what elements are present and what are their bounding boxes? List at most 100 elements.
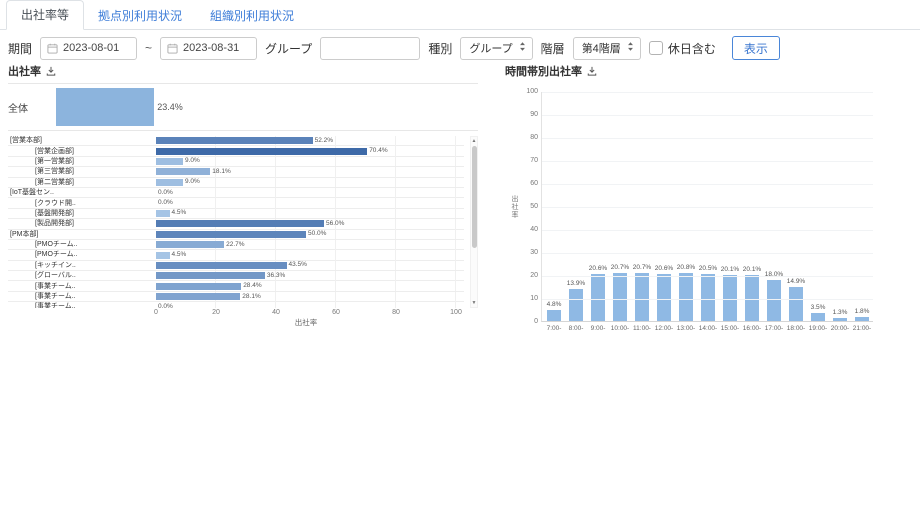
org-bar-value: 28.4%	[243, 282, 262, 290]
org-row-bar-area: 52.2%	[156, 136, 456, 146]
org-bar	[156, 147, 368, 155]
org-row-label: [事業チーム..	[35, 293, 76, 301]
holiday-checkbox[interactable]	[648, 41, 663, 55]
attendance-chart-header: 出社率	[8, 64, 478, 78]
date-to-input[interactable]: 2023-08-31	[160, 36, 258, 60]
org-bar-value: 0.0%	[158, 188, 173, 196]
overall-bar	[56, 88, 155, 126]
time-chart-column: 20.7% 11:00-	[632, 92, 652, 332]
org-bar	[156, 137, 313, 145]
level-select[interactable]: 第4階層	[572, 36, 641, 60]
time-x-tick: 9:00-	[590, 325, 606, 332]
time-x-tick: 16:00-	[742, 325, 762, 332]
tab-usage-by-location[interactable]: 拠点別利用状況	[98, 9, 183, 23]
calendar-icon	[47, 43, 58, 54]
show-button[interactable]: 表示	[731, 36, 780, 60]
time-bar	[569, 289, 583, 321]
time-chart-header: 時間帯別出社率	[505, 64, 890, 78]
tab-attendance-rate[interactable]: 出社率等	[6, 0, 85, 30]
holiday-checkbox-label: 休日含む	[667, 41, 716, 56]
org-row-bar-area: 4.5%	[156, 208, 456, 219]
time-x-tick: 17:00-	[764, 325, 784, 332]
time-bar	[855, 316, 869, 321]
org-row-label: [基盤開発部]	[35, 209, 74, 217]
org-x-axis-label: 出社率	[294, 318, 318, 327]
time-chart-title: 時間帯別出社率	[505, 66, 582, 78]
org-bar	[156, 178, 183, 186]
org-chart-row: [キッチイン.. 43.5%	[8, 260, 464, 272]
time-x-tick: 14:00-	[698, 325, 718, 332]
org-x-tick: 20	[212, 309, 220, 316]
time-chart-column: 20.8% 13:00-	[676, 92, 696, 332]
time-y-tick: 20	[530, 272, 538, 279]
org-bar	[156, 272, 265, 280]
tab-usage-by-organization[interactable]: 組織別利用状況	[210, 9, 295, 23]
org-bar-value: 18.1%	[212, 167, 231, 175]
gridline	[542, 299, 873, 300]
org-row-bar-area: 36.3%	[156, 270, 456, 281]
org-row-label: [事業チーム..	[35, 303, 76, 308]
time-bar	[591, 273, 605, 321]
time-bar	[789, 286, 803, 321]
org-x-tick: 100	[450, 309, 462, 316]
time-x-tick: 12:00-	[654, 325, 674, 332]
overall-bar-area: 23.4%	[56, 88, 478, 126]
org-row-label: [クラウド開..	[35, 199, 76, 207]
download-icon[interactable]	[46, 66, 56, 76]
tab-bar: 出社率等 拠点別利用状況 組織別利用状況	[0, 0, 920, 30]
gridline	[542, 253, 873, 254]
period-label: 期間	[8, 41, 33, 56]
org-chart-row: [営業企画部] 70.4%	[8, 146, 464, 157]
org-bar-value: 4.5%	[171, 251, 187, 258]
filter-bar: 期間 2023-08-01 ~ 2023-08-31 グループ 種別 グループ …	[8, 36, 780, 60]
divider	[8, 83, 478, 84]
time-y-tick: 0	[534, 318, 538, 325]
gridline	[542, 138, 873, 139]
time-y-tick: 30	[530, 249, 538, 256]
level-select-value: 第4階層	[581, 43, 621, 55]
org-bar-value: 36.3%	[266, 271, 286, 279]
org-row-label: [キッチイン..	[35, 261, 76, 269]
attendance-rate-panel: 出社率 全体 23.4% [営業本部] 52.2% [営業企画部] 70.4% [第一営…	[8, 64, 478, 327]
scrollbar-thumb[interactable]	[471, 146, 477, 248]
org-row-label: [製品開発部]	[35, 220, 74, 228]
time-y-tick: 80	[530, 134, 538, 141]
org-bar	[156, 251, 170, 259]
org-chart-scrollbar[interactable]: ▲ ▼	[470, 136, 478, 308]
org-x-tick: 80	[392, 309, 400, 316]
download-icon[interactable]	[587, 66, 597, 76]
gridline	[542, 92, 873, 93]
scroll-down-icon[interactable]: ▼	[471, 300, 477, 306]
org-row-bar-area: 9.0%	[156, 177, 456, 188]
time-bar-value: 20.1%	[720, 265, 740, 273]
time-bar-value: 20.8%	[676, 264, 696, 272]
overall-attendance-row: 全体 23.4%	[8, 84, 478, 130]
date-from-input[interactable]: 2023-08-01	[40, 36, 138, 60]
time-chart-column: 13.9% 8:00-	[567, 92, 585, 332]
time-x-tick: 13:00-	[676, 325, 696, 332]
time-bar	[767, 279, 781, 321]
scroll-up-icon[interactable]: ▲	[471, 138, 477, 144]
time-chart-column: 1.3% 20:00-	[831, 92, 849, 332]
time-x-tick: 20:00-	[830, 325, 850, 332]
time-bar	[613, 273, 627, 321]
group-input[interactable]	[320, 36, 421, 60]
org-chart-row: [PMOチーム.. 22.7%	[8, 239, 464, 251]
org-row-label: [事業チーム..	[35, 282, 76, 290]
time-chart-column: 20.7% 10:00-	[611, 92, 629, 332]
time-bar-value: 20.7%	[632, 264, 652, 272]
time-bar-value: 1.8%	[854, 307, 870, 315]
level-label: 階層	[540, 41, 565, 56]
type-label: 種別	[428, 41, 453, 56]
org-chart-row: [PMOチーム.. 4.5%	[8, 250, 464, 261]
time-bar	[679, 273, 693, 321]
attendance-chart-title: 出社率	[8, 66, 41, 78]
updown-arrows-icon	[627, 41, 634, 55]
org-chart-row: [グローバル.. 36.3%	[8, 270, 464, 282]
time-bar-chart: 出社率 4.8% 7:00- 13.9% 8:00- 20.6% 9:00- 20.7% 10…	[511, 88, 873, 332]
org-row-label: [営業本部]	[10, 137, 42, 145]
overall-label: 全体	[8, 103, 28, 115]
type-select[interactable]: グループ	[460, 36, 533, 60]
org-bar	[156, 293, 241, 301]
org-chart-row: [事業チーム.. 28.1%	[8, 291, 464, 303]
